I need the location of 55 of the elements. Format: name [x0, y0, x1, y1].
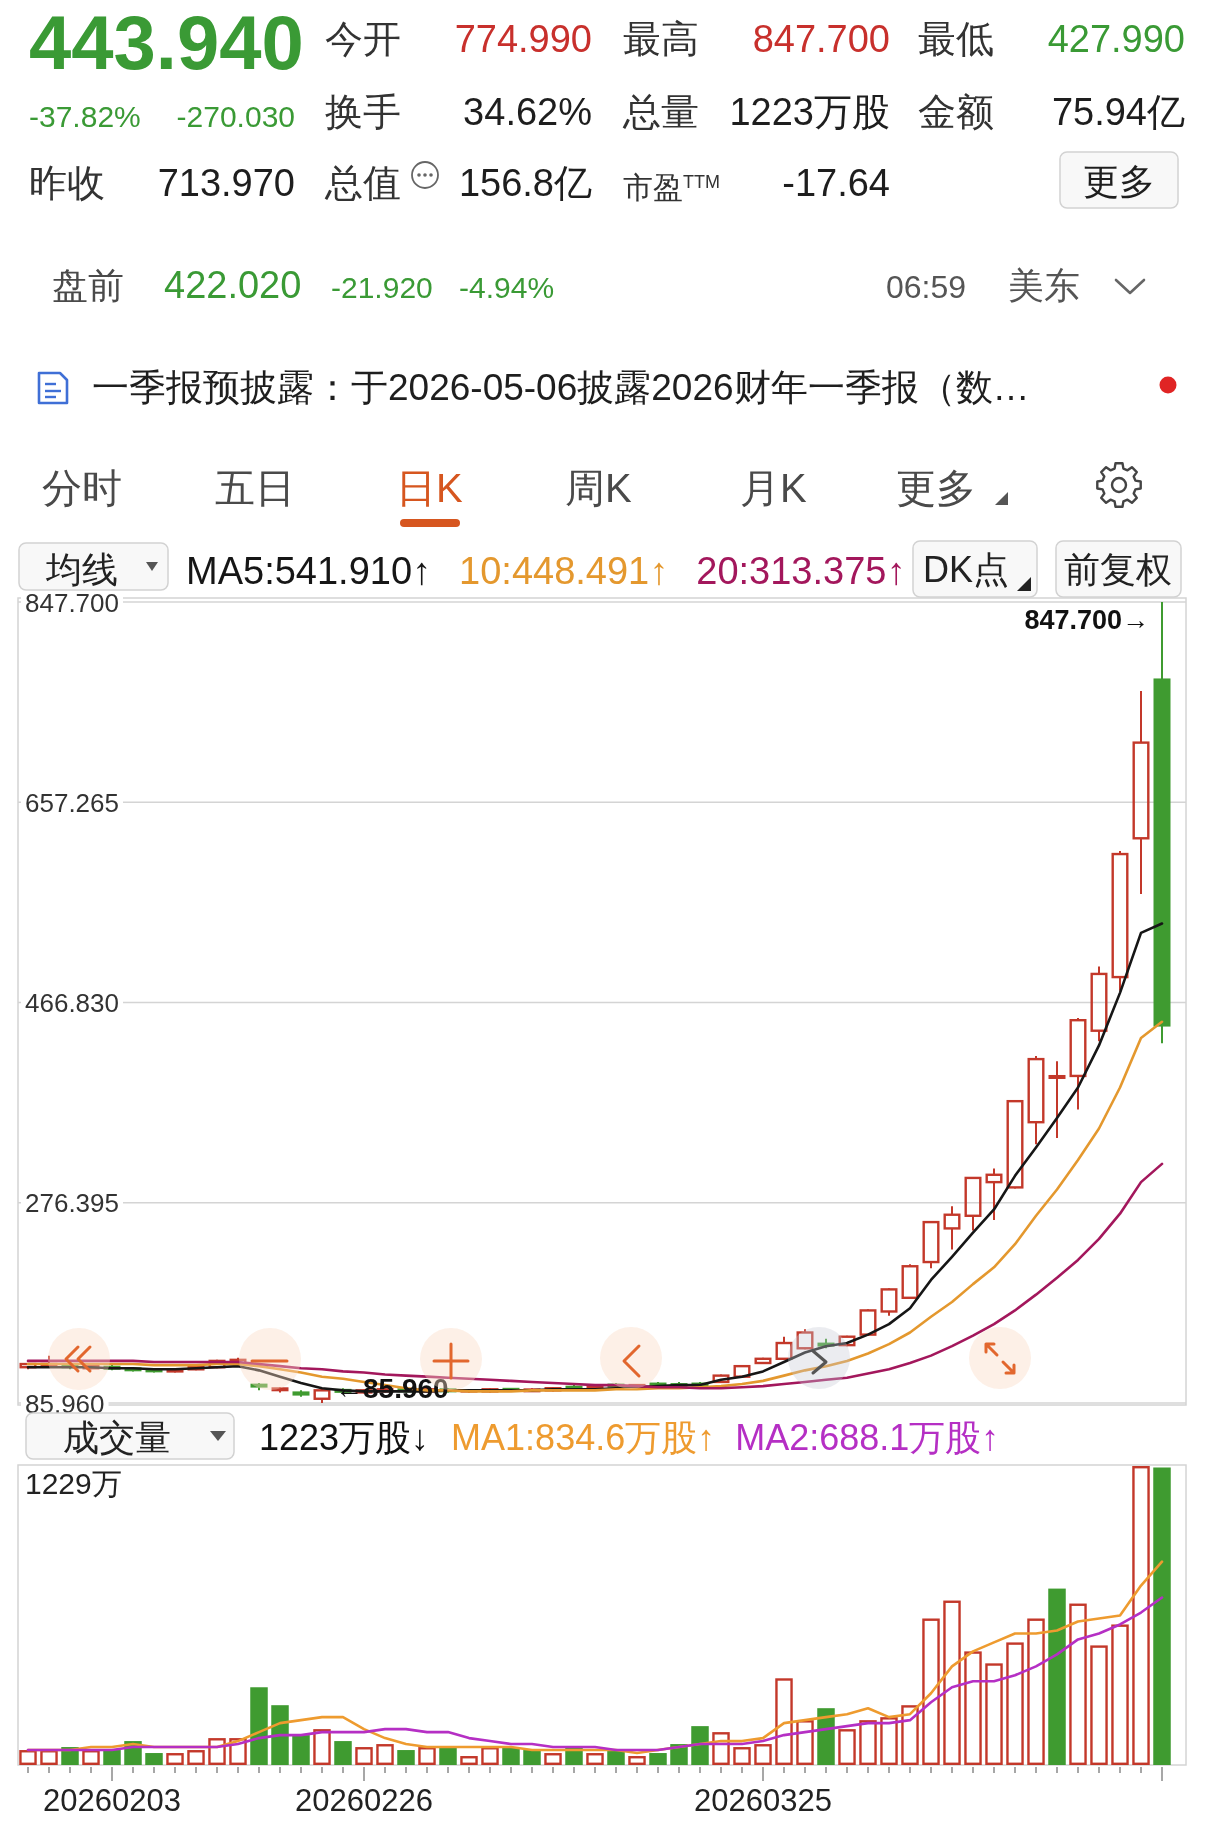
text: 五日 [215, 466, 295, 510]
text: 34.62% [463, 91, 592, 133]
annotation: 847.700→ [1024, 605, 1149, 635]
y-tick-label: 85.960 [25, 1388, 105, 1419]
text: 美东 [1008, 265, 1080, 306]
text: 日K [396, 466, 463, 510]
text: 847.700 [752, 18, 890, 60]
text: 10:448.491↑ [459, 550, 669, 592]
text: -21.920 [331, 271, 433, 304]
y-tick-label: 466.830 [25, 988, 119, 1018]
text: 1223万股↓ [259, 1417, 430, 1458]
text: 06:59 [886, 269, 967, 305]
x-tick-label: 20260325 [694, 1783, 832, 1818]
text: -270.030 [176, 100, 295, 133]
y-tick-label: 276.395 [25, 1188, 119, 1219]
y-tick-label: 847.700 [25, 587, 119, 618]
text: 月K [740, 466, 807, 510]
text: 774.990 [454, 18, 592, 60]
text: 均线 [45, 549, 118, 590]
text: 422.020 [164, 264, 302, 306]
text: 前复权 [1064, 549, 1172, 590]
text: 最高 [623, 18, 699, 60]
text: 75.94亿 [1051, 91, 1185, 133]
text: 更多 [1083, 161, 1155, 202]
text: 盘前 [52, 265, 124, 306]
text: 昨收 [29, 162, 105, 204]
text: 今开 [325, 18, 401, 60]
text: 更多 [896, 466, 976, 510]
x-tick-label: 20260226 [295, 1783, 433, 1818]
text: 总值 [324, 162, 401, 204]
text: 156.8亿 [458, 162, 592, 204]
text: MA5:541.910↑ [186, 550, 432, 592]
text: MA2:688.1万股↑ [735, 1417, 1000, 1458]
text: 金额 [918, 91, 994, 133]
text: 市盈$^{TTM}$ [623, 171, 720, 204]
text: -37.82% [29, 100, 141, 133]
annotation: 1229万 [25, 1467, 122, 1500]
text: 成交量 [63, 1417, 171, 1458]
text: 周K [565, 466, 632, 510]
text: DK点 [922, 549, 1010, 590]
text: 427.990 [1047, 18, 1185, 60]
y-tick-label: 657.265 [25, 787, 119, 818]
text: -17.64 [782, 162, 890, 204]
text: 20:313.375↑ [696, 550, 906, 592]
text: 713.970 [157, 162, 295, 204]
text: 1223万股 [729, 91, 890, 133]
text: 换手 [325, 91, 401, 133]
x-tick-label: 20260203 [43, 1783, 181, 1818]
text: 总量 [622, 91, 699, 133]
text: 一季报预披露：于2026-05-06披露2026财年一季报（数… [92, 367, 1030, 408]
text: -4.94% [459, 271, 555, 304]
text: MA1:834.6万股↑ [451, 1417, 716, 1458]
text: 443.940 [29, 0, 304, 85]
text: 分时 [42, 466, 122, 510]
text: 最低 [918, 18, 994, 60]
